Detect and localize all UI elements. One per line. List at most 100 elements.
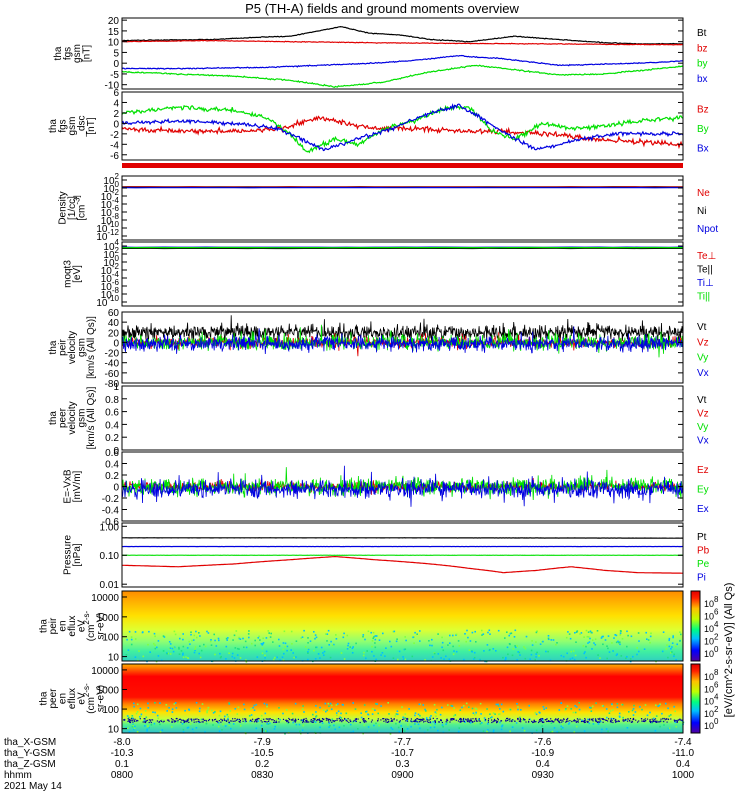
spectrogram-pixel (578, 721, 579, 722)
spectrogram-pixel (549, 721, 550, 722)
spectrogram-pixel (679, 719, 680, 720)
spectrogram-pixel (302, 708, 304, 710)
spectrogram-pixel (331, 722, 332, 723)
spectrogram-pixel (200, 657, 202, 659)
spectrogram-pixel (340, 720, 341, 721)
spectrogram-pixel (387, 702, 389, 704)
spectrogram-pixel (599, 718, 600, 719)
spectrogram-pixel (385, 721, 386, 722)
ylabel-line: [nPa] (72, 543, 83, 567)
spectrogram-pixel (228, 702, 230, 704)
spectrogram-pixel (591, 710, 593, 712)
spectrogram-pixel (570, 658, 572, 660)
spectrogram-pixel (307, 637, 309, 639)
spectrogram-pixel (441, 707, 443, 709)
spectrogram-pixel (198, 653, 200, 655)
spectrogram-pixel (177, 721, 179, 723)
spectrogram-pixel (658, 721, 659, 722)
legend-Npot: Npot (697, 224, 718, 235)
spectrogram-pixel (506, 631, 508, 633)
spectrogram-pixel (575, 655, 577, 657)
y-tick-label: -6 (110, 151, 119, 162)
spectrogram-pixel (182, 639, 184, 641)
spectrogram-pixel (449, 635, 451, 637)
spectrogram-pixel (312, 720, 313, 721)
spectrogram-pixel (475, 641, 477, 643)
spectrogram-pixel (509, 643, 511, 645)
spectrogram-pixel (510, 709, 512, 711)
spectrogram-pixel (325, 633, 327, 635)
spectrogram-pixel (550, 721, 551, 722)
spectrogram-pixel (437, 718, 438, 719)
spectrogram-pixel (563, 721, 564, 722)
spectrogram-pixel (203, 719, 204, 720)
spectrogram-pixel (425, 710, 427, 712)
plot-area (122, 27, 683, 88)
spectrogram-pixel (240, 657, 242, 659)
spectrogram-pixel (430, 724, 432, 726)
spectrogram-pixel (199, 711, 201, 713)
spectrogram-pixel (591, 632, 593, 634)
spectrogram-pixel (131, 636, 133, 638)
spectrogram-pixel (144, 725, 146, 727)
spectrogram-pixel (413, 642, 415, 644)
spectrogram-pixel (595, 644, 597, 646)
spectrogram-pixel (228, 719, 229, 720)
spectrogram-pixel (286, 720, 287, 721)
spectrogram-pixel (636, 647, 638, 649)
spectrogram-pixel (511, 721, 512, 722)
spectrogram-pixel (670, 721, 672, 723)
spectrogram-pixel (330, 641, 332, 643)
spectrogram-pixel (606, 658, 608, 660)
spectrogram-pixel (132, 715, 134, 717)
spectrogram-pixel (368, 726, 370, 728)
spectrogram-pixel (672, 635, 674, 637)
spectrogram-pixel (293, 657, 295, 659)
spectrogram-pixel (668, 719, 669, 720)
spectrogram-pixel (266, 706, 268, 708)
spectrogram-pixel (150, 719, 151, 720)
spectrogram-pixel (266, 718, 267, 719)
spectrogram-pixel (310, 721, 311, 722)
spectrogram-pixel (667, 722, 668, 723)
spectrogram-pixel (170, 647, 172, 649)
spectrogram-pixel (264, 721, 265, 722)
spectrogram-pixel (249, 715, 251, 717)
spectrogram-pixel (531, 721, 532, 722)
legend-Pe: Pe (697, 559, 710, 570)
spectrogram-pixel (617, 707, 619, 709)
spectrogram-pixel (645, 720, 646, 721)
spectrogram-pixel (312, 714, 314, 716)
spectrogram-pixel (137, 711, 139, 713)
spectrogram-pixel (519, 717, 521, 719)
panel-9: thapeirenefluxeV(cm2-s-sr-eV)10000100010… (39, 591, 720, 664)
spectrogram-pixel (380, 719, 381, 720)
plot-area (122, 187, 683, 188)
spectrogram-pixel (583, 636, 585, 638)
spectrogram-pixel (335, 634, 337, 636)
spectrogram-pixel (459, 727, 461, 729)
spectrogram-pixel (621, 655, 623, 657)
spectrogram-pixel (326, 710, 328, 712)
legend-Vx: Vx (697, 436, 709, 447)
spectrogram-pixel (174, 720, 175, 721)
spectrogram-pixel (587, 642, 589, 644)
spectrogram-pixel (210, 639, 212, 641)
spectrogram-pixel (679, 640, 681, 642)
spectrogram-pixel (174, 631, 176, 633)
spectrogram-pixel (194, 635, 196, 637)
spectrogram-pixel (512, 726, 514, 728)
spectrogram-pixel (623, 721, 624, 722)
spectrogram-pixel (534, 720, 535, 721)
spectrogram-pixel (672, 642, 674, 644)
spectrogram-pixel (460, 721, 461, 722)
spectrogram-pixel (391, 721, 392, 722)
spectrogram-pixel (235, 647, 237, 649)
spectrogram-pixel (616, 721, 617, 722)
spectrogram-pixel (558, 718, 559, 719)
spectrogram-pixel (466, 703, 468, 705)
spectrogram-pixel (561, 728, 563, 730)
spectrogram-pixel (131, 644, 133, 646)
x-tick-label: -10.3 (111, 748, 134, 759)
spectrogram-pixel (144, 720, 146, 722)
